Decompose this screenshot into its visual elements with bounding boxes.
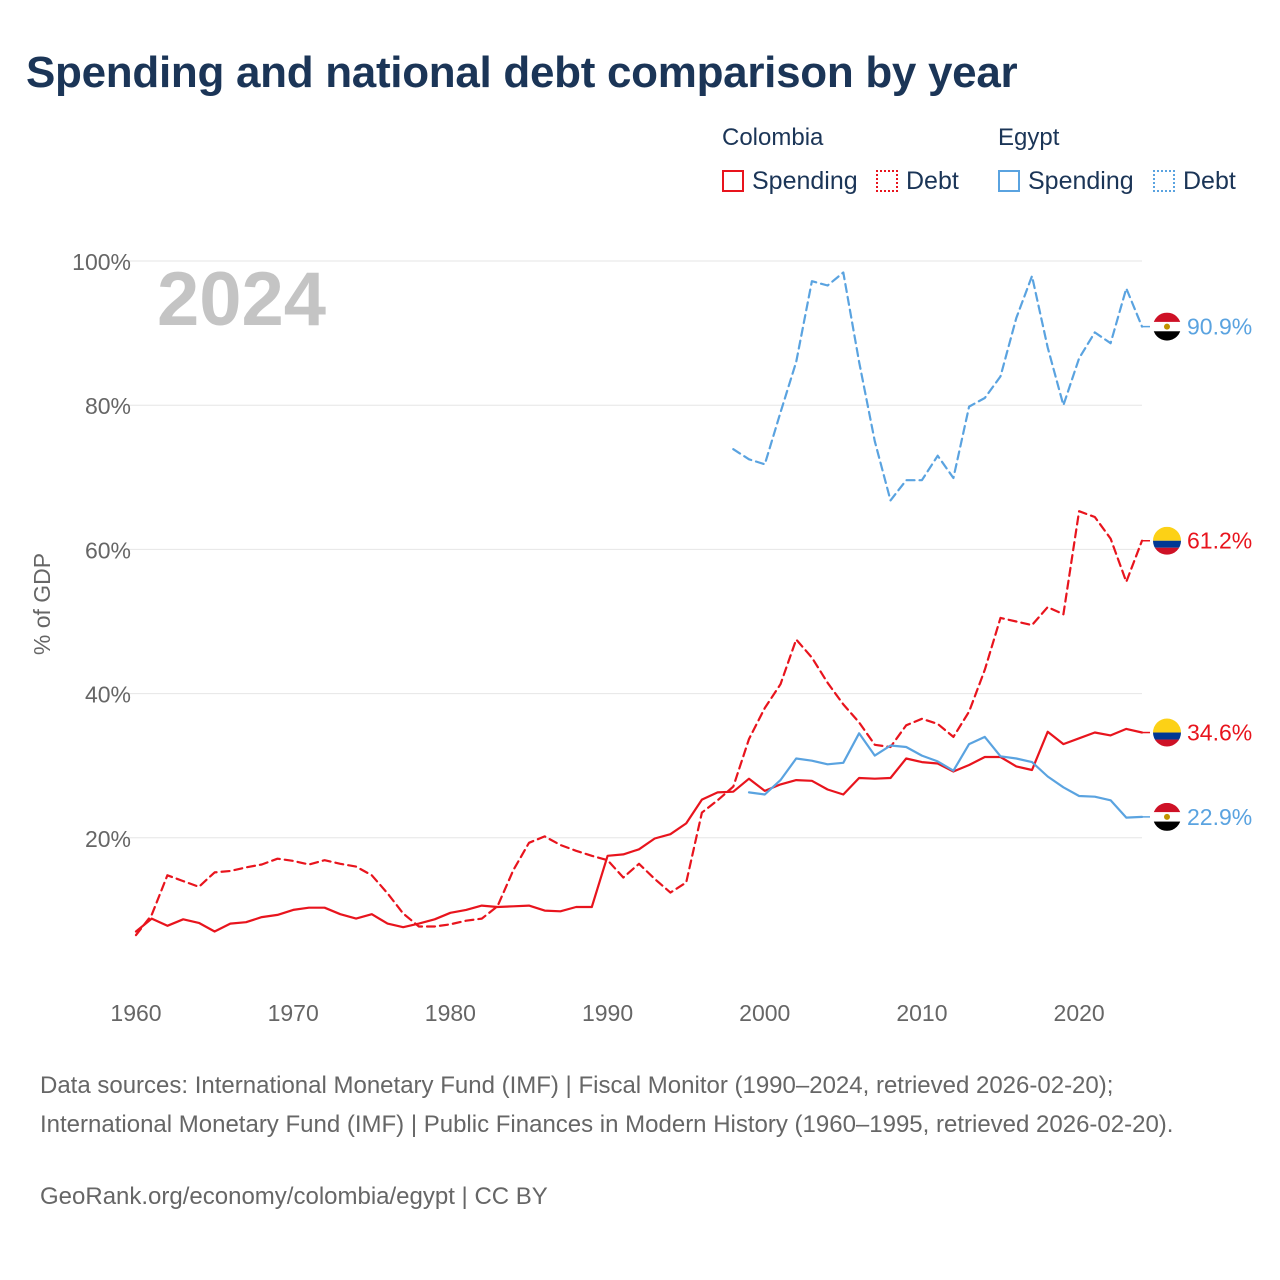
legend-colombia-title: Colombia	[722, 124, 824, 151]
data-sources: Data sources: International Monetary Fun…	[40, 1072, 1174, 1138]
x-tick-label: 2000	[739, 1000, 790, 1026]
series-line-egypt-spending[interactable]	[747, 732, 1144, 819]
legend-colombia-spending-swatch	[722, 170, 744, 192]
legend-egypt-spending[interactable]: Spending	[998, 166, 1134, 196]
x-tick-label: 1960	[110, 1000, 161, 1026]
line-chart: 20% 40% 60% 80% 100% 1960 1970 1980 1990 2000 201…	[29, 249, 1252, 1026]
legend-egypt-title: Egypt	[998, 124, 1060, 151]
year-watermark: 2024	[157, 257, 326, 342]
series-line-colombia-spending[interactable]	[134, 727, 1144, 933]
end-markers: 34.6% 61.2% 22.9% 90.9%	[1142, 312, 1252, 831]
legend-colombia-debt-label: Debt	[906, 166, 959, 195]
legend-egypt-debt-label: Debt	[1183, 166, 1236, 195]
legend-egypt-spending-swatch	[998, 170, 1020, 192]
egypt-flag-icon	[1153, 312, 1181, 341]
colombia-flag-icon	[1153, 718, 1181, 747]
x-tick-label: 2010	[896, 1000, 947, 1026]
legend-colombia-spending[interactable]: Spending	[722, 166, 858, 196]
legend-egypt-debt[interactable]: Debt	[1153, 166, 1236, 196]
y-tick-label: 40%	[85, 682, 131, 708]
y-tick-label: 60%	[85, 537, 131, 563]
y-tick-label: 80%	[85, 393, 131, 419]
legend-colombia-debt[interactable]: Debt	[876, 166, 959, 196]
x-tick-label: 1970	[268, 1000, 319, 1026]
series-line-egypt-debt[interactable]	[732, 271, 1144, 502]
x-tick-label: 1980	[425, 1000, 476, 1026]
end-label-colombia-debt: 61.2%	[1187, 528, 1252, 554]
credit-link[interactable]: GeoRank.org/economy/colombia/egypt | CC …	[40, 1183, 548, 1210]
y-tick-label: 20%	[85, 826, 131, 852]
legend-egypt-spending-label: Spending	[1028, 166, 1134, 195]
y-axis-ticks: 20% 40% 60% 80% 100%	[72, 249, 131, 852]
chart-title: Spending and national debt comparison by…	[26, 48, 1018, 97]
x-tick-label: 1990	[582, 1000, 633, 1026]
grid-lines	[124, 260, 1142, 839]
colombia-flag-icon	[1153, 526, 1181, 555]
x-tick-label: 2020	[1054, 1000, 1105, 1026]
end-label-egypt-spending: 22.9%	[1187, 804, 1252, 830]
legend-egypt-debt-swatch	[1153, 170, 1175, 192]
series-group	[134, 271, 1144, 937]
x-axis-ticks: 1960 1970 1980 1990 2000 2010 2020	[110, 1000, 1104, 1026]
y-axis-label: % of GDP	[29, 553, 55, 655]
legend-colombia-debt-swatch	[876, 170, 898, 192]
legend-colombia-spending-label: Spending	[752, 166, 858, 195]
end-label-egypt-debt: 90.9%	[1187, 314, 1252, 340]
series-line-colombia-debt[interactable]	[134, 510, 1144, 937]
end-label-colombia-spending: 34.6%	[1187, 720, 1252, 746]
egypt-flag-icon	[1153, 802, 1181, 831]
y-tick-label: 100%	[72, 249, 131, 275]
